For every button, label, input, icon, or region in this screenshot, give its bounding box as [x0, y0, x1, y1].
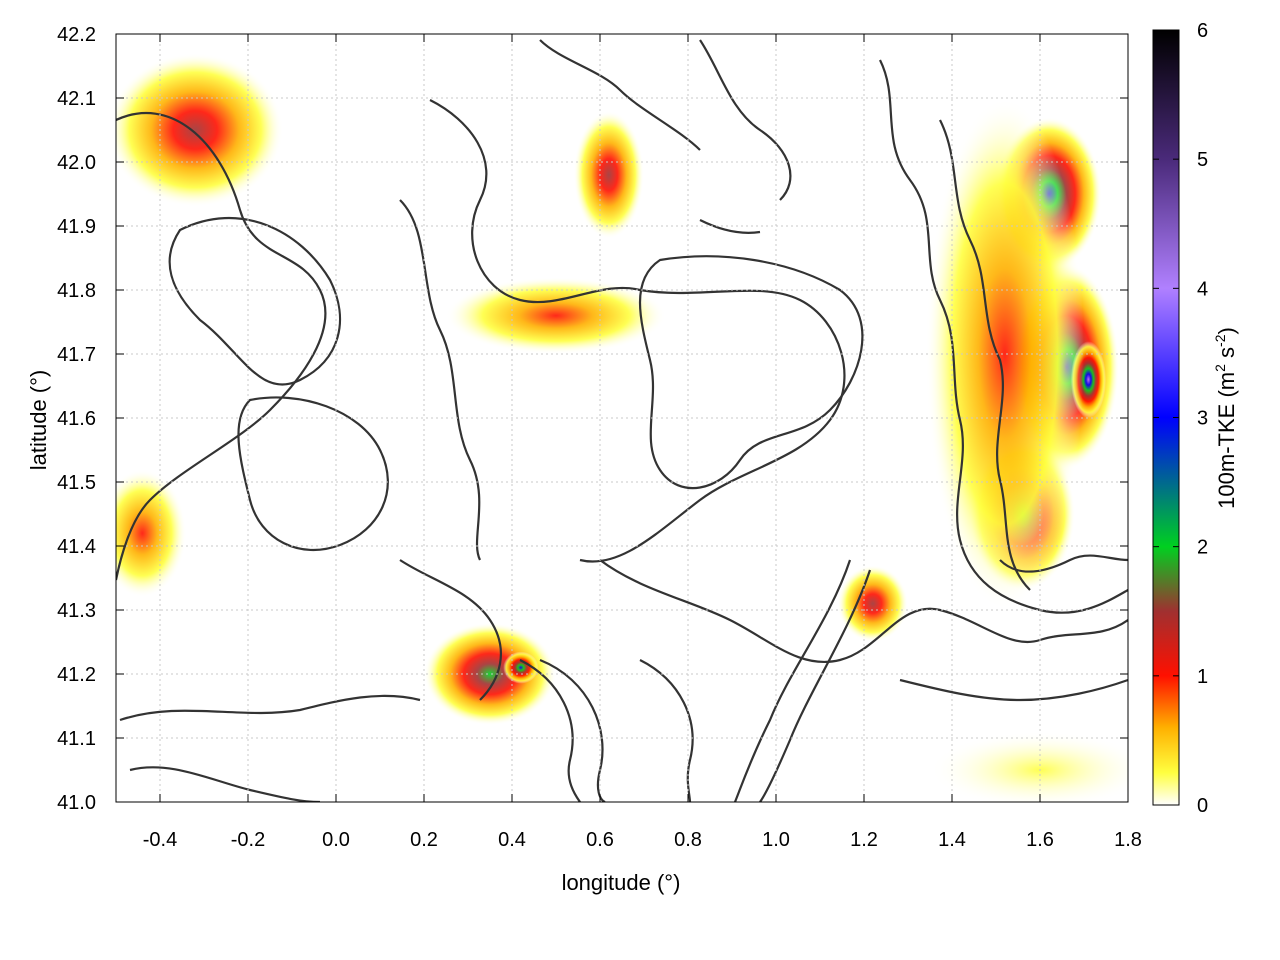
terrain-contour — [429, 99, 846, 563]
colorbar-tick-label: 2 — [1197, 537, 1208, 559]
terrain-contour — [939, 119, 1031, 591]
tke-region-south-central — [424, 622, 556, 726]
y-axis: 41.0 41.1 41.2 41.3 41.4 41.5 41.6 41.7 41.8 41.9… — [57, 24, 1128, 814]
y-tick-label: 41.7 — [57, 344, 96, 366]
y-tick-label: 41.8 — [57, 280, 96, 302]
y-tick-label: 41.3 — [57, 600, 96, 622]
colorbar-title-prefix: 100m-TKE (m — [1214, 372, 1239, 509]
y-tick-label: 42.1 — [57, 88, 96, 110]
terrain-contour — [519, 659, 581, 802]
y-tick-label: 41.9 — [57, 216, 96, 238]
terrain-contour — [539, 39, 701, 151]
tke-region-east-ridge-belt — [925, 98, 1084, 610]
y-tick-label: 41.6 — [57, 408, 96, 430]
terrain-contour — [639, 255, 864, 490]
x-tick-label: 1.6 — [1026, 829, 1054, 851]
terrain-contour — [399, 559, 502, 701]
terrain-contour — [759, 569, 872, 802]
terrain-contour — [119, 694, 421, 722]
terrain-contour — [733, 559, 852, 802]
terrain-contour — [168, 216, 342, 386]
x-tick-label: 1.4 — [938, 829, 966, 851]
colorbar-tick-label: 5 — [1197, 149, 1208, 171]
y-tick-label: 41.1 — [57, 728, 96, 750]
x-tick-label: 0.2 — [410, 829, 438, 851]
terrain-contour — [999, 554, 1128, 573]
terrain-contour — [699, 39, 792, 201]
colorbar-title: 100m-TKE (m2 s-2) — [1212, 327, 1239, 509]
x-tick-label: 0.6 — [586, 829, 614, 851]
terrain-contour — [116, 111, 327, 581]
colorbar-tick-label: 1 — [1197, 666, 1208, 688]
y-axis-title: latitude (°) — [26, 370, 51, 471]
colorbar-tick-label: 3 — [1197, 408, 1208, 430]
terrain-contour — [129, 766, 321, 802]
y-tick-label: 42.2 — [57, 24, 96, 46]
terrain-contour — [639, 659, 694, 802]
x-tick-label: -0.2 — [231, 829, 265, 851]
tke-region-west-lobe — [116, 469, 187, 598]
colorbar-tick-label: 4 — [1197, 278, 1208, 300]
tke-region-southeast-spot — [837, 565, 908, 642]
y-tick-label: 41.4 — [57, 536, 96, 558]
colorbar-tick-label: 6 — [1197, 20, 1208, 42]
x-tick-label: 1.8 — [1114, 829, 1142, 851]
terrain-contour — [237, 396, 389, 552]
y-tick-label: 41.0 — [57, 792, 96, 814]
colorbar-title-sup2: -2 — [1212, 334, 1228, 347]
x-tick-label: 0.8 — [674, 829, 702, 851]
x-tick-label: 1.2 — [850, 829, 878, 851]
tke-region-northwest-band — [116, 53, 284, 207]
x-axis: -0.4 -0.2 0.0 0.2 0.4 0.6 0.8 1.0 1.2 1.4 1.6 1.8 — [143, 34, 1142, 851]
y-tick-label: 42.0 — [57, 152, 96, 174]
x-tick-label: 0.0 — [322, 829, 350, 851]
x-tick-label: 1.0 — [762, 829, 790, 851]
y-tick-label: 41.5 — [57, 472, 96, 494]
colorbar-axis: 0 1 2 3 4 5 6 — [1153, 20, 1208, 817]
terrain-contour — [699, 219, 761, 234]
terrain-contour — [899, 678, 1128, 702]
tke-region-central-band — [446, 277, 666, 354]
x-axis-title: longitude (°) — [562, 870, 681, 895]
terrain-contour — [399, 199, 482, 561]
colorbar-title-sup1: 2 — [1212, 364, 1228, 372]
x-tick-label: 0.4 — [498, 829, 526, 851]
colorbar-title-suffix: ) — [1214, 327, 1239, 334]
colorbar-tick-label: 0 — [1197, 795, 1208, 817]
tke-region-coastal-southeast — [930, 731, 1128, 802]
colorbar-title-mid: s — [1214, 347, 1239, 364]
y-tick-label: 41.2 — [57, 664, 96, 686]
terrain-contour — [879, 59, 1128, 614]
x-tick-label: -0.4 — [143, 829, 177, 851]
tke-region-north-central — [573, 110, 644, 239]
